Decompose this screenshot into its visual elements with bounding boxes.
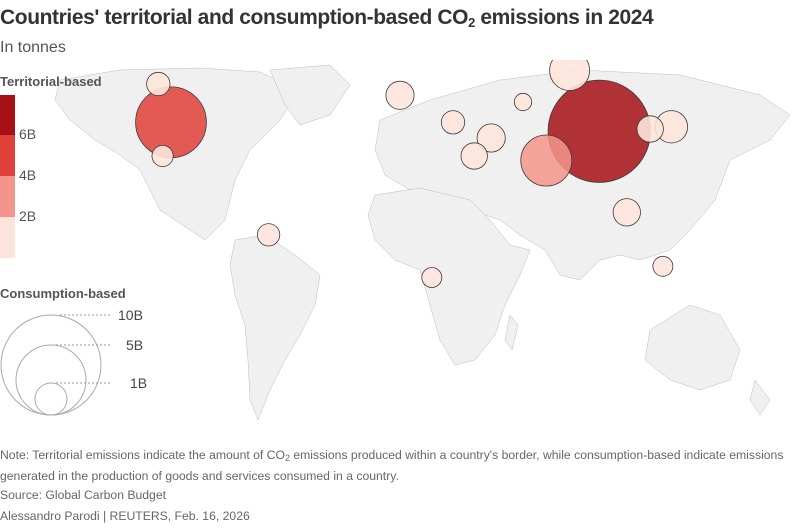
bubble-brazil[interactable]	[256, 223, 281, 247]
territorial-legend-title: Territorial-based	[0, 74, 102, 89]
bubble-russia[interactable]	[549, 60, 590, 91]
bubble-australia[interactable]	[652, 255, 674, 277]
legend-bin-2to4	[0, 176, 15, 217]
bubble-turkey[interactable]	[440, 110, 466, 135]
landmass-australia	[644, 304, 741, 391]
bubble-canada[interactable]	[146, 71, 171, 97]
bubble-kazakhstan[interactable]	[513, 92, 533, 112]
world-map	[54, 60, 791, 421]
note-text-end: emissions produced within a country's bo…	[0, 448, 784, 483]
bubble-united-states[interactable]	[135, 86, 207, 159]
bubble-india[interactable]	[520, 134, 573, 187]
note-text: Note: Territorial emissions indicate the…	[0, 448, 285, 462]
bubble-mexico[interactable]	[151, 145, 174, 168]
legend-bin-lt2	[0, 217, 15, 258]
chart-subtitle: In tonnes	[0, 39, 66, 56]
landmass-new-zealand	[749, 379, 771, 416]
title-text-end: emissions in 2024	[474, 6, 654, 29]
bubble-indonesia[interactable]	[612, 198, 641, 227]
consumption-legend-title: Consumption-based	[0, 286, 126, 301]
size-legend	[0, 314, 112, 416]
chart-title: Countries' territorial and consumption-b…	[0, 6, 654, 30]
legend-bin-4to6	[0, 135, 15, 176]
landmass-madagascar	[504, 314, 519, 351]
size-label-5b: 5B	[126, 337, 144, 353]
bubble-korea[interactable]	[636, 115, 664, 143]
landmass-south-america	[229, 234, 321, 421]
size-legend-circle-10b	[0, 314, 102, 416]
size-label-1b: 1B	[130, 375, 148, 391]
legend-label-6b: 6B	[19, 126, 37, 142]
title-text: Countries' territorial and consumption-b…	[0, 6, 469, 29]
byline: Alessandro Parodi | REUTERS, Feb. 16, 20…	[0, 509, 250, 523]
bubble-saudi-arabia[interactable]	[460, 142, 488, 170]
landmass-africa	[367, 187, 531, 366]
note-subscript: 2	[284, 453, 290, 463]
bubble-south-africa[interactable]	[421, 267, 443, 288]
size-legend-circle-5b	[15, 344, 87, 416]
source-line: Source: Global Carbon Budget	[0, 488, 166, 502]
size-label-10b: 10B	[118, 307, 143, 323]
bubble-iran[interactable]	[476, 123, 506, 153]
bubble-germany[interactable]	[385, 80, 415, 110]
legend-label-2b: 2B	[19, 208, 37, 224]
legend-bin-gt6	[0, 95, 15, 135]
emission-bubbles	[135, 60, 689, 288]
title-subscript: 2	[468, 15, 475, 30]
footnote: Note: Territorial emissions indicate the…	[0, 446, 790, 485]
size-legend-circle-1b	[34, 382, 68, 416]
landmass-greenland	[269, 64, 351, 126]
legend-label-4b: 4B	[19, 167, 37, 183]
